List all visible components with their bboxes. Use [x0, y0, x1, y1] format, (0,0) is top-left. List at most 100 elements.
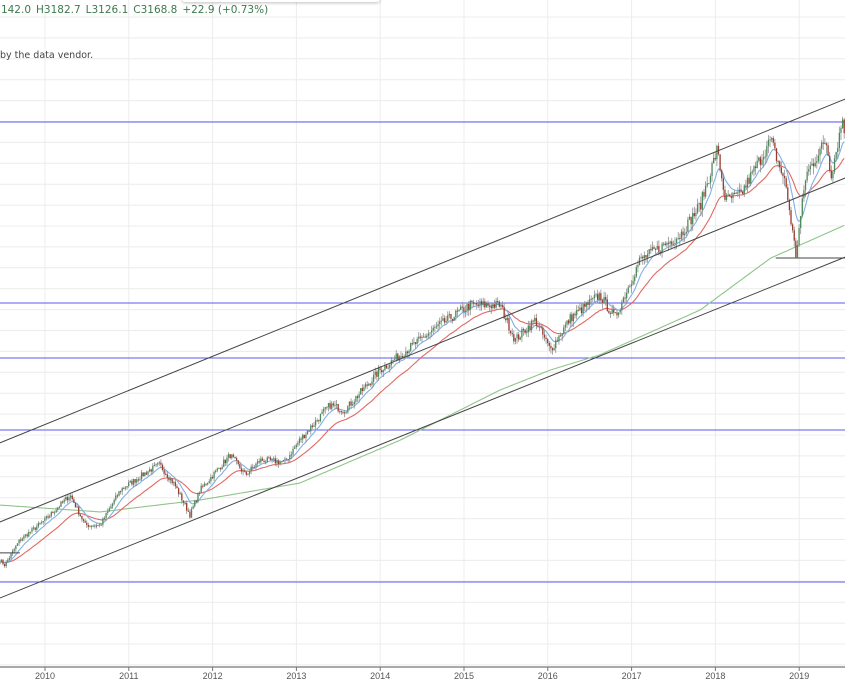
candle-up	[590, 298, 592, 300]
candle-up	[561, 333, 563, 337]
trend-lines	[0, 98, 845, 599]
candle-up	[355, 396, 357, 402]
candle-up	[290, 454, 293, 456]
candle-up	[479, 301, 481, 306]
channel-lower-line	[0, 256, 845, 599]
candle-up	[306, 430, 309, 435]
candle-down	[277, 460, 280, 464]
candle-up	[527, 325, 529, 333]
candle-up	[696, 204, 699, 213]
candle-down	[463, 307, 465, 312]
x-tick-label-2011: 2011	[119, 671, 138, 681]
candle-up	[153, 465, 156, 467]
candle-up	[302, 434, 304, 440]
candle-up	[68, 497, 70, 501]
candle-up	[495, 301, 497, 308]
candle-up	[701, 192, 704, 210]
candle-down	[508, 318, 510, 331]
candle-down	[574, 313, 576, 316]
candle-up	[482, 301, 484, 305]
candle-down	[61, 501, 64, 503]
candle-up	[372, 374, 375, 382]
candle-up	[215, 470, 217, 472]
candle-up	[216, 468, 218, 471]
candle-down	[524, 329, 526, 334]
candle-up	[265, 461, 267, 463]
candle-down	[73, 499, 75, 503]
candle-down	[74, 502, 77, 508]
candle-up	[28, 531, 30, 537]
candle-up	[247, 474, 249, 476]
candle-up	[179, 493, 181, 495]
candle-down	[343, 412, 346, 414]
candle-up	[434, 327, 436, 329]
candle-down	[703, 192, 705, 197]
candle-down	[513, 334, 515, 342]
candle-up	[190, 508, 193, 518]
candle-down	[234, 456, 236, 459]
ohlc-legend: O3142.0 H3182.7 L3126.1 C3168.8 +22.9 (+0.73…	[0, 4, 273, 16]
candle-up	[630, 284, 633, 287]
candle-down	[721, 170, 723, 179]
candle-up	[363, 387, 365, 391]
candle-up	[126, 486, 128, 488]
candle-up	[276, 460, 278, 464]
candle-up	[335, 404, 338, 406]
candle-down	[424, 336, 426, 338]
candle-down	[252, 466, 254, 468]
candle-up	[393, 359, 396, 361]
candle-up	[709, 176, 712, 184]
candle-up	[364, 384, 367, 388]
candle-down	[397, 353, 399, 361]
candle-down	[311, 425, 314, 427]
candle-down	[608, 310, 610, 314]
candle-down	[137, 479, 139, 481]
candle-up	[492, 304, 494, 309]
candle-down	[379, 368, 381, 371]
candle-down	[171, 478, 173, 484]
candle-down	[161, 464, 164, 470]
candle-up	[118, 491, 120, 496]
candle-up	[756, 160, 758, 169]
candle-up	[695, 212, 697, 217]
candle-down	[654, 248, 657, 250]
candle-down	[318, 420, 320, 422]
candle-up	[816, 161, 818, 163]
candle-up	[387, 367, 389, 369]
candle-down	[239, 463, 241, 469]
candle-up	[675, 238, 678, 244]
candle-down	[795, 240, 797, 258]
candle-up	[334, 404, 336, 406]
candle-up	[579, 307, 581, 311]
candle-down	[642, 256, 644, 259]
candle-down	[451, 318, 454, 321]
candle-up	[711, 163, 713, 177]
candle-up	[634, 276, 636, 281]
candle-up	[223, 459, 225, 467]
candle-up	[13, 549, 15, 551]
candle-up	[348, 401, 351, 406]
candle-up	[614, 312, 617, 314]
legend-change: +22.9 (+0.73%)	[182, 4, 269, 16]
candle-up	[42, 520, 44, 522]
candle-down	[205, 483, 207, 485]
candle-up	[832, 171, 834, 179]
x-tick-label-2010: 2010	[35, 671, 55, 681]
candle-down	[505, 318, 507, 321]
candle-down	[81, 516, 83, 520]
candle-down	[20, 539, 22, 541]
candle-up	[798, 228, 800, 246]
candle-down	[414, 342, 417, 344]
candle-up	[203, 483, 206, 487]
candle-up	[648, 249, 650, 255]
candle-down	[745, 185, 747, 188]
candle-up	[841, 119, 844, 129]
candle-up	[429, 332, 431, 334]
candle-down	[577, 310, 579, 312]
candle-up	[23, 535, 25, 539]
candle-down	[497, 301, 499, 303]
candle-up	[838, 132, 841, 149]
candle-up	[157, 463, 159, 465]
candle-up	[526, 332, 528, 334]
